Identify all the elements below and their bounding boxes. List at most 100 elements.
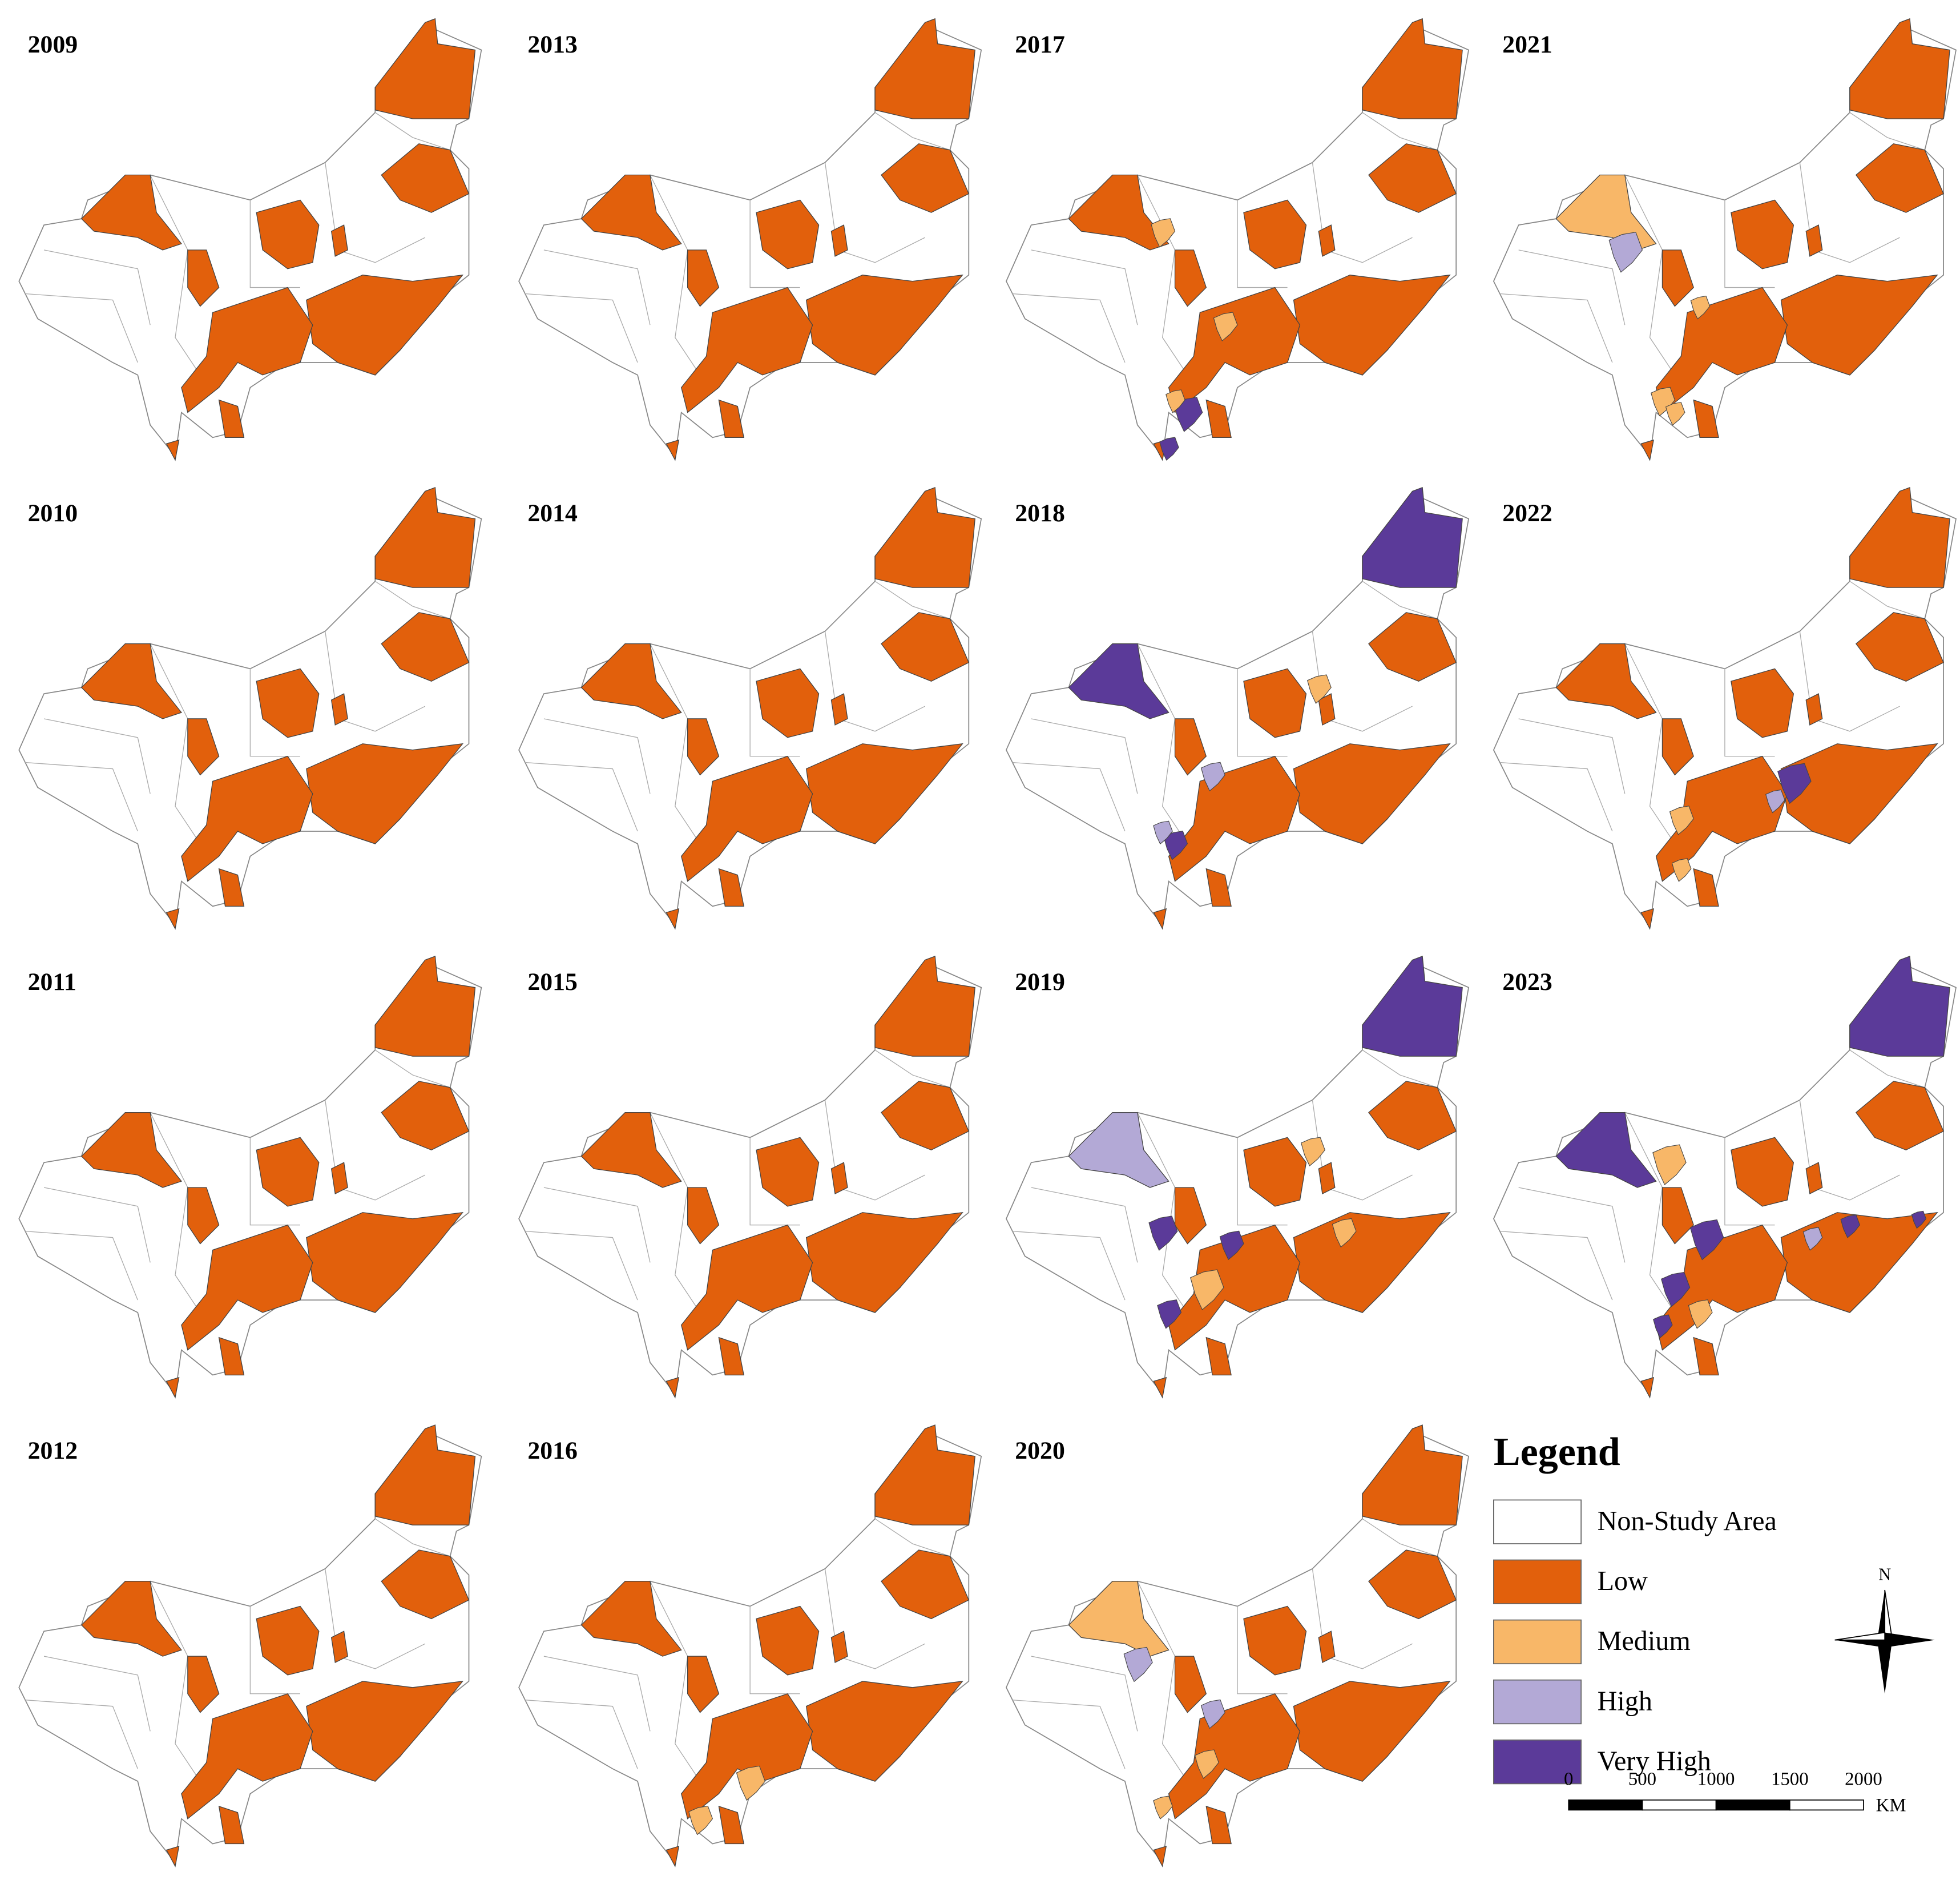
boundary-line (25, 293, 138, 363)
region (181, 287, 313, 413)
region (1151, 218, 1176, 248)
region (1318, 1631, 1336, 1664)
region (718, 399, 744, 438)
scale-bar: 0 500 1000 1500 2000 KM (1564, 1769, 1906, 1816)
region (218, 868, 245, 907)
region (1849, 956, 1950, 1057)
boundary-line (43, 1656, 151, 1732)
boundary-line (1499, 762, 1613, 832)
region (374, 486, 476, 588)
region (80, 643, 183, 719)
year-label: 2014 (527, 500, 578, 527)
region (1849, 18, 1950, 119)
region (381, 1549, 470, 1620)
region (1368, 1081, 1457, 1151)
year-label: 2009 (28, 31, 78, 58)
region (736, 1765, 766, 1801)
region (181, 1693, 313, 1819)
region (1148, 1215, 1178, 1251)
region (1123, 1646, 1153, 1682)
region (756, 668, 820, 738)
boundary-line (1724, 1137, 1775, 1226)
year-label: 2010 (28, 500, 78, 527)
boundary-line (1312, 162, 1413, 263)
north-arrow-shape (1884, 1589, 1893, 1641)
region (1855, 143, 1944, 213)
boundary-line (1137, 175, 1188, 376)
region (374, 1424, 476, 1525)
boundary-line (1362, 1518, 1438, 1557)
region (1157, 1299, 1182, 1329)
year-label: 2018 (1015, 500, 1065, 527)
region (881, 1549, 970, 1620)
region (1777, 763, 1812, 804)
region (187, 1656, 220, 1713)
year-label: 2020 (1015, 1437, 1065, 1464)
region (1153, 1796, 1173, 1819)
region (1318, 224, 1336, 257)
boundary-line (525, 762, 638, 832)
boundary-line (1031, 718, 1138, 794)
boundary-line (749, 669, 800, 757)
region (1219, 1230, 1244, 1261)
boundary-line (749, 1606, 800, 1694)
region (1194, 1749, 1219, 1779)
boundary-line (1012, 293, 1126, 363)
region (381, 143, 470, 213)
map-panel: 2014 (518, 486, 982, 930)
region (1293, 743, 1451, 844)
region (381, 1081, 470, 1151)
region (1652, 1144, 1687, 1185)
region (580, 1581, 682, 1657)
region (580, 174, 682, 251)
region (1318, 693, 1336, 726)
year-label: 2019 (1015, 968, 1065, 996)
region (1608, 232, 1643, 273)
boundary-line (1012, 762, 1126, 832)
region (1780, 743, 1938, 844)
boundary-line (1031, 249, 1138, 325)
scale-segment (1642, 1799, 1717, 1811)
region (1243, 1137, 1307, 1207)
scale-label: 500 (1628, 1769, 1656, 1790)
region (1368, 143, 1457, 213)
legend-swatch (1493, 1739, 1582, 1785)
boundary-line (325, 162, 426, 263)
boundary-line (325, 631, 426, 732)
legend-swatch (1493, 1559, 1582, 1604)
boundary-line (874, 1049, 950, 1088)
region (381, 612, 470, 682)
map-panel: 2009 (18, 18, 482, 461)
boundary-line (1799, 162, 1900, 263)
boundary-line (1362, 1049, 1438, 1088)
region (1805, 1162, 1823, 1194)
map-panel: 2010 (18, 486, 482, 930)
region (306, 1681, 464, 1782)
region (680, 1224, 813, 1351)
year-label: 2013 (527, 31, 578, 58)
map-panel: 2012 (18, 1424, 482, 1867)
region (1555, 1112, 1657, 1188)
legend-title: Legend (1494, 1430, 1620, 1474)
boundary-line (1362, 581, 1438, 619)
region (1362, 956, 1463, 1057)
region (687, 1187, 720, 1245)
region (1693, 868, 1719, 907)
scale-segment (1715, 1799, 1790, 1811)
region (718, 868, 744, 907)
region (1765, 789, 1785, 814)
boundary-line (874, 1518, 950, 1557)
region (1190, 1269, 1224, 1310)
map-panel: 2018 (1006, 486, 1470, 930)
boundary-line (25, 762, 138, 832)
region (1205, 1805, 1232, 1845)
region (166, 1845, 180, 1867)
region (1802, 1227, 1823, 1251)
region (830, 693, 848, 726)
region (830, 1631, 848, 1664)
boundary-line (249, 669, 300, 757)
boundary-line (1624, 175, 1675, 376)
region (166, 908, 180, 930)
legend-label: Very High (1598, 1746, 1711, 1776)
boundary-line (1624, 1112, 1675, 1313)
